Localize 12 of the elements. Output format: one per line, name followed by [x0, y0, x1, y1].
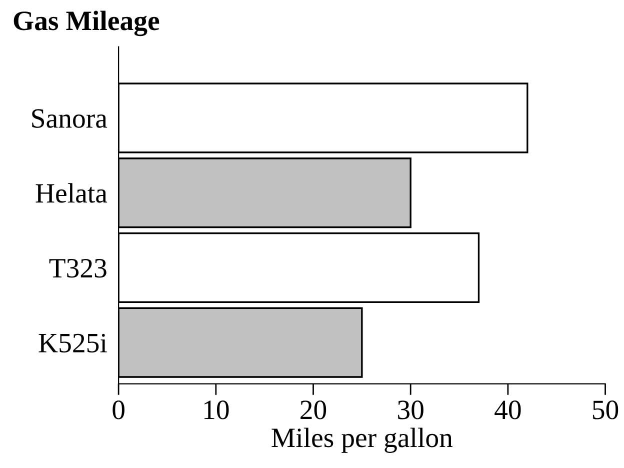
y-tick-label: Sanora [32, 109, 108, 128]
x-tick-label: 40 [494, 400, 521, 420]
x-tick-label: 20 [300, 400, 326, 420]
chart-title: Gas Mileage [14, 10, 160, 36]
x-tick-label: 10 [204, 400, 229, 420]
y-tick-label: Helata [36, 183, 108, 203]
x-axis-title: Miles per gallon [272, 428, 453, 453]
x-tick-label: 50 [593, 400, 618, 420]
x-tick-label: 30 [398, 400, 424, 420]
x-tick-label: 0 [112, 400, 124, 420]
y-tick-label: T323 [49, 258, 106, 278]
y-tick-label: K525i [38, 334, 107, 352]
